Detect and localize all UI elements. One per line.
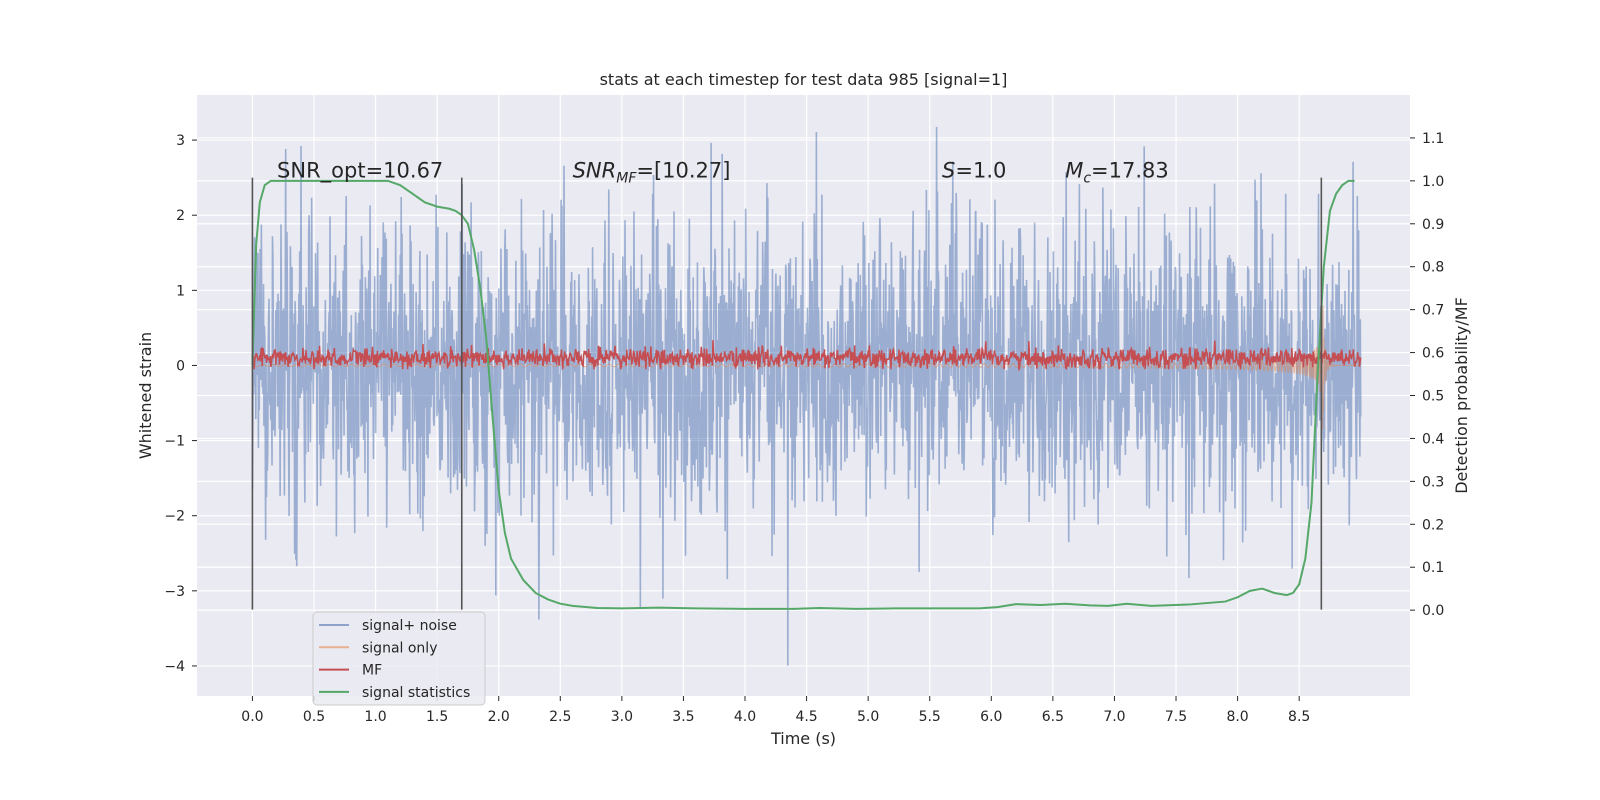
annotation-0: SNR_opt=10.67 [277,159,443,184]
y2-tick-label: 1.1 [1422,131,1444,147]
y2-tick-label: 0.2 [1422,517,1444,533]
y-tick-label: 3 [176,133,185,149]
x-tick-label: 4.5 [795,709,817,725]
annotation-2: S=1.0 [942,159,1006,183]
y2-tick-label: 0.8 [1422,260,1444,276]
y-axis-right: 1.1 1.0 0.9 0.8 0.7 0.6 0.5 0.4 0.3 0.2 0.1 0.0 [1410,131,1444,619]
y2-tick-label: 0.1 [1422,560,1444,576]
y-tick-label: −4 [164,659,185,675]
x-tick-label: 7.0 [1103,709,1125,725]
series-signal-noise [251,126,1362,666]
y-tick-label: −1 [164,434,185,450]
legend: signal+ noise signal only MF signal statist… [312,611,486,706]
y-tick-label: −3 [164,584,185,600]
chart-title: stats at each timestep for test data 985… [600,70,1008,89]
series-signal-only [252,305,1361,430]
y-tick-label: 2 [176,208,185,224]
y2-tick-label: 0.6 [1422,346,1444,362]
x-tick-label: 0.5 [303,709,325,725]
y-tick-label: −2 [164,509,185,525]
legend-entry: signal+ noise [362,618,457,634]
y2-tick-label: 0.9 [1422,217,1444,233]
x-tick-label: 5.0 [857,709,879,725]
y2-tick-label: 0.4 [1422,431,1444,447]
vline-layer [251,177,1323,610]
x-tick-label: 2.5 [549,709,571,725]
y-axis-label: Whitened strain [136,332,155,459]
y2-tick-label: 1.0 [1422,174,1444,190]
x-tick-label: 7.5 [1165,709,1187,725]
annotations: SNR_opt=10.67 SNRMF=[10.27] S=1.0 Mc=17.83 [277,159,1169,187]
x-tick-label: 3.5 [672,709,694,725]
series-layer [251,126,1362,666]
y2-tick-label: 0.5 [1422,389,1444,405]
legend-entry: signal statistics [362,685,470,701]
x-tick-label: 1.5 [426,709,448,725]
x-tick-label: 5.5 [919,709,941,725]
y2-tick-label: 0.0 [1422,603,1444,619]
x-tick-label: 6.5 [1042,709,1064,725]
legend-entry: MF [362,663,382,679]
annotation-1: SNRMF=[10.27] [573,159,731,187]
x-tick-label: 4.0 [734,709,756,725]
y-tick-label: 1 [176,283,185,299]
series-signal-statistics [251,179,1355,610]
x-tick-label: 8.0 [1226,709,1248,725]
x-tick-label: 8.5 [1288,709,1310,725]
x-tick-label: 6.0 [980,709,1002,725]
x-axis-label: Time (s) [770,729,836,748]
legend-entry: signal only [362,640,437,656]
x-tick-label: 3.0 [611,709,633,725]
y2-tick-label: 0.3 [1422,474,1444,490]
x-axis: 0.0 0.5 1.0 1.5 2.0 2.5 3.0 3.5 4.0 4.5 5.0 5.5 6.0 6… [241,696,1310,725]
y2-axis-label: Detection probability/MF [1452,297,1471,494]
x-tick-label: 2.0 [488,709,510,725]
x-tick-label: 0.0 [241,709,263,725]
y-tick-label: 0 [176,358,185,374]
legend-box [312,611,486,706]
series-mf [251,340,1362,372]
y2-tick-label: 0.7 [1422,303,1444,319]
annotation-3: Mc=17.83 [1065,159,1169,187]
x-tick-label: 1.0 [364,709,386,725]
y-axis-left: 3 2 1 0 −1 −2 −3 −4 [164,133,197,675]
